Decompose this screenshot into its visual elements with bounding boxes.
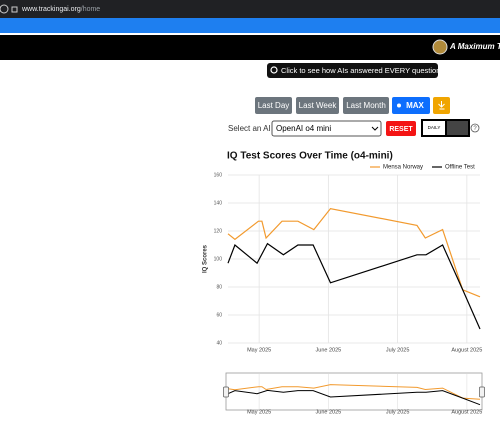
logo[interactable] — [432, 39, 448, 55]
x-tick-label: July 2025 — [386, 347, 410, 353]
toggle-off — [447, 121, 468, 135]
navigator-handle[interactable] — [479, 386, 485, 398]
site-header — [0, 35, 500, 60]
nav-x-tick-label: June 2025 — [316, 409, 342, 415]
url-host: www.trackingai.org — [21, 6, 81, 13]
range-button[interactable] — [255, 97, 292, 114]
range-button[interactable] — [343, 97, 389, 114]
y-tick-label: 100 — [214, 256, 223, 262]
y-tick-label: 140 — [214, 200, 223, 206]
brand[interactable]: A Maximum Tru — [449, 42, 500, 51]
search-icon — [270, 66, 278, 74]
y-tick-label: 160 — [214, 172, 223, 178]
url-path: /home — [81, 6, 101, 13]
range-button-label[interactable]: MAX — [406, 101, 424, 110]
series-line — [227, 207, 481, 298]
ai-select[interactable] — [271, 120, 382, 137]
navigator-line — [227, 384, 481, 400]
answers-button-label[interactable]: Click to see how AIs answered EVERY ques… — [281, 66, 440, 75]
download-icon — [438, 101, 445, 110]
plot: 40 60 80 100 120 140 160 May 2025 May 2025 June 2… — [214, 165, 485, 415]
reset-button[interactable] — [386, 121, 416, 136]
range-button[interactable] — [296, 97, 339, 114]
y-tick-label: 60 — [216, 312, 222, 318]
select-label: Select an AI: — [228, 124, 273, 133]
blue-bar — [0, 18, 500, 33]
navigator-line — [227, 389, 481, 406]
series-line — [227, 242, 481, 330]
legend-label[interactable]: Mensa Norway — [383, 165, 423, 171]
y-tick-label: 80 — [216, 284, 222, 290]
toggle-knob — [423, 121, 445, 135]
x-tick-label: May 2025 — [247, 347, 271, 353]
navigator-handle[interactable] — [223, 386, 229, 398]
toggle-label[interactable]: DAILY — [428, 125, 441, 130]
range-dot — [397, 103, 401, 108]
range-button-label[interactable]: Last Day — [258, 101, 290, 110]
y-axis-label: IQ Scores — [203, 244, 209, 273]
range-button-label[interactable]: Last Week — [299, 101, 338, 110]
range-button-label[interactable]: Last Month — [346, 101, 386, 110]
x-tick-label: June 2025 — [316, 347, 342, 353]
nav-x-tick-label: August 2025 — [451, 409, 482, 415]
answers-button[interactable] — [267, 63, 438, 78]
ai-select-value[interactable]: OpenAI o4 mini — [276, 124, 331, 133]
range-buttons: Last Day Last Week Last Month MAX — [255, 97, 430, 114]
chart-title: IQ Test Scores Over Time (o4-mini) — [227, 151, 393, 162]
nav-x-tick-label: May 2025 — [247, 409, 271, 415]
y-tick-label: 120 — [214, 228, 223, 234]
url: www.trackingai.org/home — [21, 6, 100, 13]
nav-x-tick-label: July 2025 — [386, 409, 410, 415]
lock-icon — [11, 6, 18, 13]
site-icon — [0, 4, 9, 14]
range-button[interactable] — [392, 97, 430, 114]
legend-label[interactable]: Offline Test — [445, 165, 475, 171]
help-label[interactable]: ? — [473, 126, 477, 132]
browser-bar — [0, 0, 500, 18]
reset-label[interactable]: RESET — [389, 126, 413, 133]
select-arrow — [371, 126, 379, 131]
help-icon[interactable] — [470, 123, 480, 133]
y-tick-label: 40 — [216, 340, 222, 346]
x-tick-label: August 2025 — [451, 347, 482, 353]
